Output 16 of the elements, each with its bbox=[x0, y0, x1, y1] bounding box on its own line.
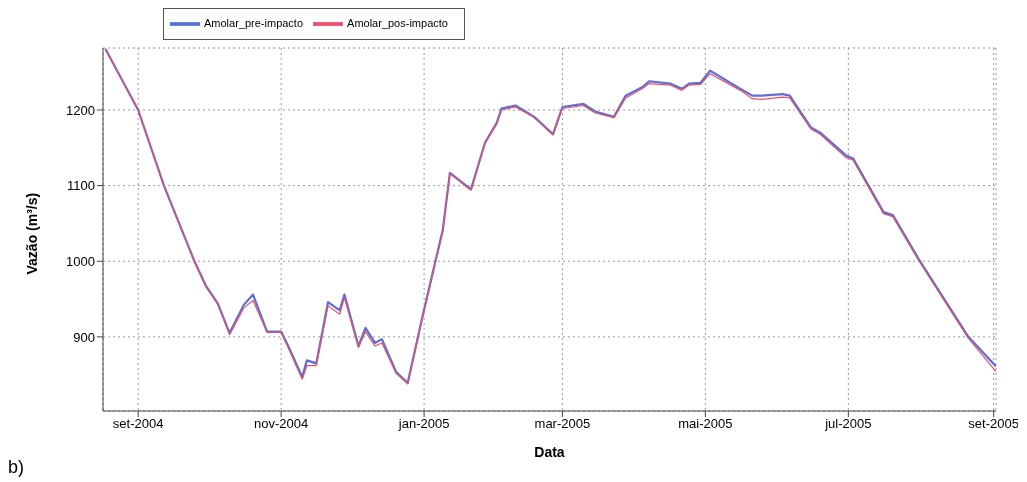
x-tick-label: mai-2005 bbox=[678, 416, 733, 432]
text: b) bbox=[8, 457, 25, 478]
x-tick-label: jan-2005 bbox=[397, 416, 450, 432]
y-tick-label: 1000 bbox=[66, 253, 95, 269]
x-tick-label: jul-2005 bbox=[824, 416, 872, 432]
y-tick-label: 900 bbox=[73, 329, 95, 345]
legend-label: Amolar_pos-impacto bbox=[347, 16, 448, 29]
y-axis-title: Vazão (m³/s) bbox=[23, 192, 40, 275]
y-tick-label: 1200 bbox=[66, 102, 95, 118]
y-tick-label: 1100 bbox=[67, 178, 95, 194]
legend-label: Amolar_pre-impacto bbox=[204, 16, 304, 29]
x-tick-label: set-2005 bbox=[968, 416, 1019, 432]
x-tick-label: mar-2005 bbox=[534, 416, 591, 432]
x-tick-label: set-2004 bbox=[112, 416, 164, 432]
x-axis-title: Data bbox=[534, 444, 565, 460]
x-tick-label: nov-2004 bbox=[254, 416, 309, 432]
